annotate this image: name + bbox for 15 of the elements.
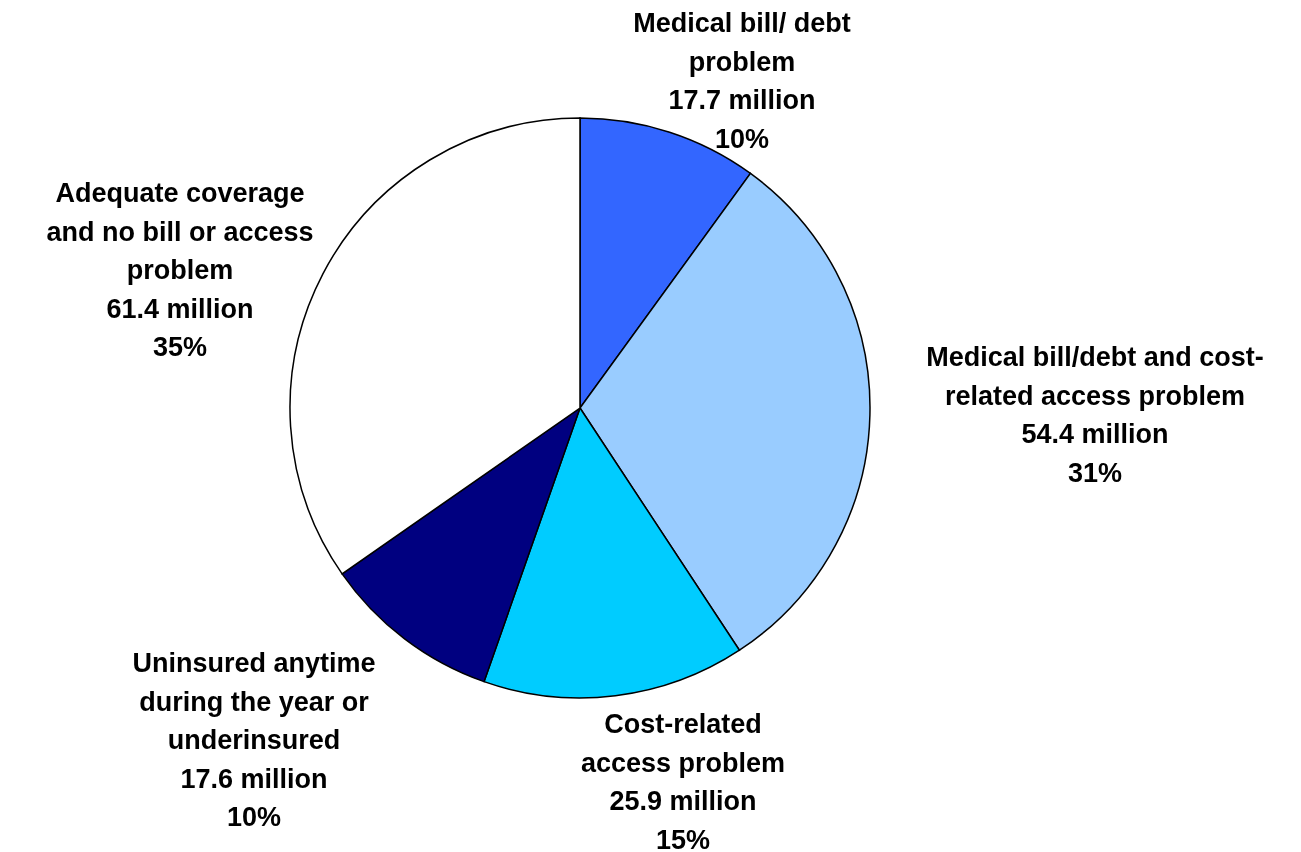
slice-label: Medical bill/ debt problem bbox=[633, 8, 851, 77]
text: 31% bbox=[1067, 457, 1123, 488]
data-label: 54.4 million bbox=[1021, 419, 1169, 449]
text: 10% bbox=[226, 802, 282, 832]
text: 15% bbox=[655, 824, 711, 852]
slice-label: Adequate coverage and no bill or access problem bbox=[46, 178, 314, 285]
text: 35% bbox=[152, 332, 208, 362]
text: 10% bbox=[714, 123, 770, 154]
data-label: 17.7 million bbox=[668, 85, 816, 115]
slice-label: Medical bill/debt and cost-related access problem bbox=[926, 342, 1264, 411]
data-label: 17.6 million bbox=[180, 763, 328, 794]
data-label: 25.9 million bbox=[609, 786, 757, 816]
data-label: 61.4 million bbox=[106, 293, 254, 324]
slice-label: Cost-related access problem bbox=[580, 709, 786, 778]
slice-label: Uninsured anytime during the year or underinsured bbox=[132, 648, 376, 755]
